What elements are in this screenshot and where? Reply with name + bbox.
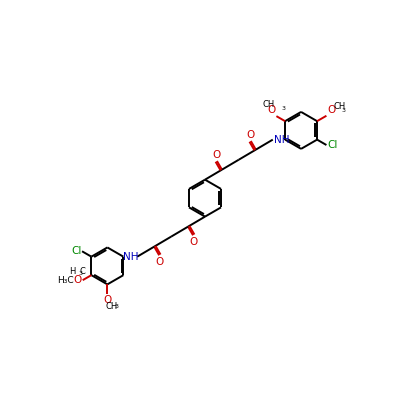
Text: CH: CH [263,100,275,109]
Text: 3: 3 [342,108,346,113]
Text: 3: 3 [282,106,286,111]
Text: NH: NH [123,252,139,262]
Text: CH: CH [333,102,346,111]
Text: H: H [69,267,75,276]
Text: H₃C: H₃C [57,276,74,285]
Text: O: O [327,105,336,115]
Text: O: O [156,257,164,267]
Text: NH: NH [274,135,290,145]
Text: Cl: Cl [71,246,81,256]
Text: Cl: Cl [327,140,338,150]
Text: O: O [74,275,82,285]
Text: O: O [212,150,221,160]
Text: 3: 3 [78,271,82,276]
Text: O: O [103,295,112,305]
Text: CH: CH [106,302,118,311]
Text: O: O [246,130,254,140]
Text: O: O [189,237,198,247]
Text: 3: 3 [114,304,118,309]
Text: C: C [80,267,86,276]
Text: O: O [267,105,276,115]
